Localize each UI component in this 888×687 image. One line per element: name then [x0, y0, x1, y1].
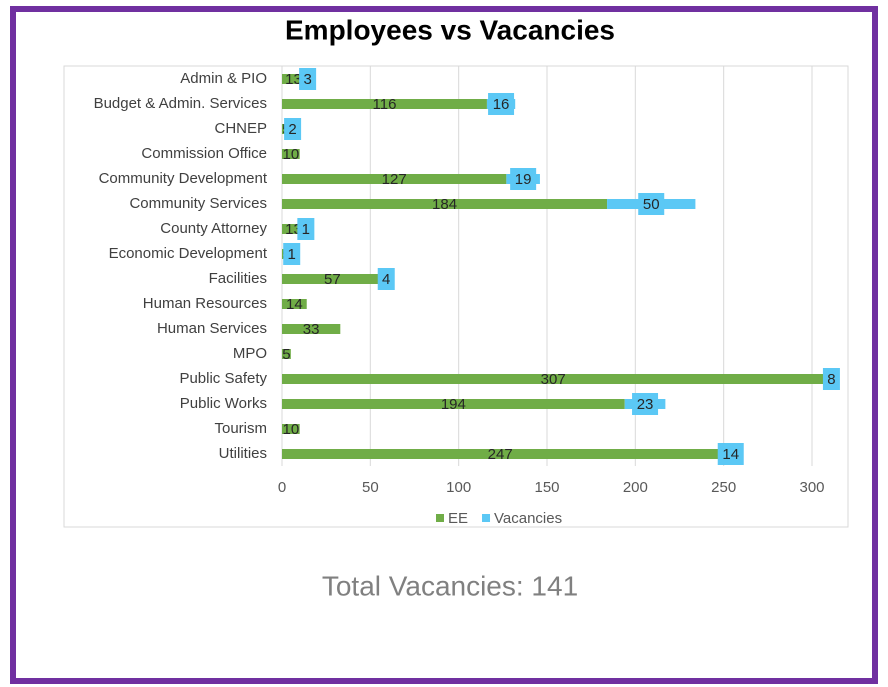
data-label: 14 [722, 446, 739, 463]
y-tick-label: Community Services [129, 195, 267, 212]
data-label: 194 [441, 396, 466, 413]
data-label-box [632, 393, 659, 415]
legend-swatch [482, 514, 491, 522]
data-label-box [297, 218, 315, 240]
data-label: 16 [493, 96, 510, 113]
bar-segment [282, 449, 719, 459]
legend-swatch [436, 514, 444, 522]
data-label-box [283, 243, 301, 265]
x-tick-label: 300 [799, 479, 824, 496]
bar-segment [282, 149, 300, 159]
annotation: Total Vacancies: 141 [322, 570, 578, 601]
legend-label: EE [448, 510, 468, 527]
y-tick-label: Budget & Admin. Services [94, 95, 267, 112]
bar-segment [282, 74, 305, 84]
y-tick-label: Human Services [157, 320, 267, 337]
bar-segment [282, 99, 487, 109]
data-label: 3 [303, 71, 311, 88]
x-tick-label: 200 [623, 479, 648, 496]
data-label: 1 [302, 221, 310, 238]
data-label-box [488, 93, 515, 115]
data-label: 184 [432, 196, 457, 213]
chart-title: Employees vs Vacancies [285, 14, 615, 45]
x-tick-label: 100 [446, 479, 471, 496]
chart-area [63, 65, 849, 528]
data-label: 14 [286, 296, 303, 313]
data-label-box [638, 193, 665, 215]
y-tick-label: Facilities [209, 270, 267, 287]
x-tick-label: 50 [362, 479, 379, 496]
bar-segment [282, 224, 305, 234]
data-label: 10 [282, 146, 299, 163]
data-label-box [377, 268, 395, 290]
frame [10, 6, 878, 684]
data-label: 5 [282, 346, 290, 363]
data-label-box [717, 443, 744, 465]
x-tick-label: 250 [711, 479, 736, 496]
x-tick-label: 150 [534, 479, 559, 496]
bar-segment [282, 349, 291, 359]
bar-segment [282, 199, 608, 209]
y-tick-label: Community Development [99, 170, 268, 187]
data-label: 2 [288, 121, 296, 138]
data-label: 33 [303, 321, 320, 338]
bar-segment [282, 174, 507, 184]
y-tick-label: Human Resources [143, 295, 267, 312]
bar-segment [282, 374, 825, 384]
data-label: 23 [637, 396, 654, 413]
y-tick-label: CHNEP [214, 120, 267, 137]
data-label-box [822, 368, 840, 390]
data-label: 307 [541, 371, 566, 388]
y-tick-label: Admin & PIO [180, 70, 267, 87]
data-label: 13 [285, 71, 302, 88]
legend-label: Vacancies [494, 510, 562, 527]
data-label: 50 [643, 196, 660, 213]
data-label: 4 [382, 271, 390, 288]
data-label-box [510, 168, 537, 190]
y-tick-label: County Attorney [160, 220, 267, 237]
data-label-box [299, 68, 317, 90]
bar-segment [282, 299, 307, 309]
y-tick-label: Economic Development [109, 245, 268, 262]
data-label: 1 [288, 246, 296, 263]
data-label: 247 [488, 446, 513, 463]
y-tick-label: Public Works [180, 395, 267, 412]
y-tick-label: Commission Office [141, 145, 267, 162]
data-label: 127 [382, 171, 407, 188]
data-label: 116 [373, 96, 397, 113]
y-tick-label: Utilities [219, 445, 267, 462]
data-label-box [284, 118, 302, 140]
bar-segment [282, 324, 341, 334]
y-tick-label: Public Safety [179, 370, 267, 387]
data-label: 8 [827, 371, 835, 388]
bar-segment [282, 424, 300, 434]
bar-segment [282, 399, 625, 409]
y-tick-label: MPO [233, 345, 267, 362]
data-label: 10 [282, 421, 299, 438]
x-tick-label: 0 [278, 479, 286, 496]
data-label: 57 [324, 271, 341, 288]
data-label: 19 [515, 171, 532, 188]
y-tick-label: Tourism [214, 420, 267, 437]
bar-segment [282, 274, 383, 284]
